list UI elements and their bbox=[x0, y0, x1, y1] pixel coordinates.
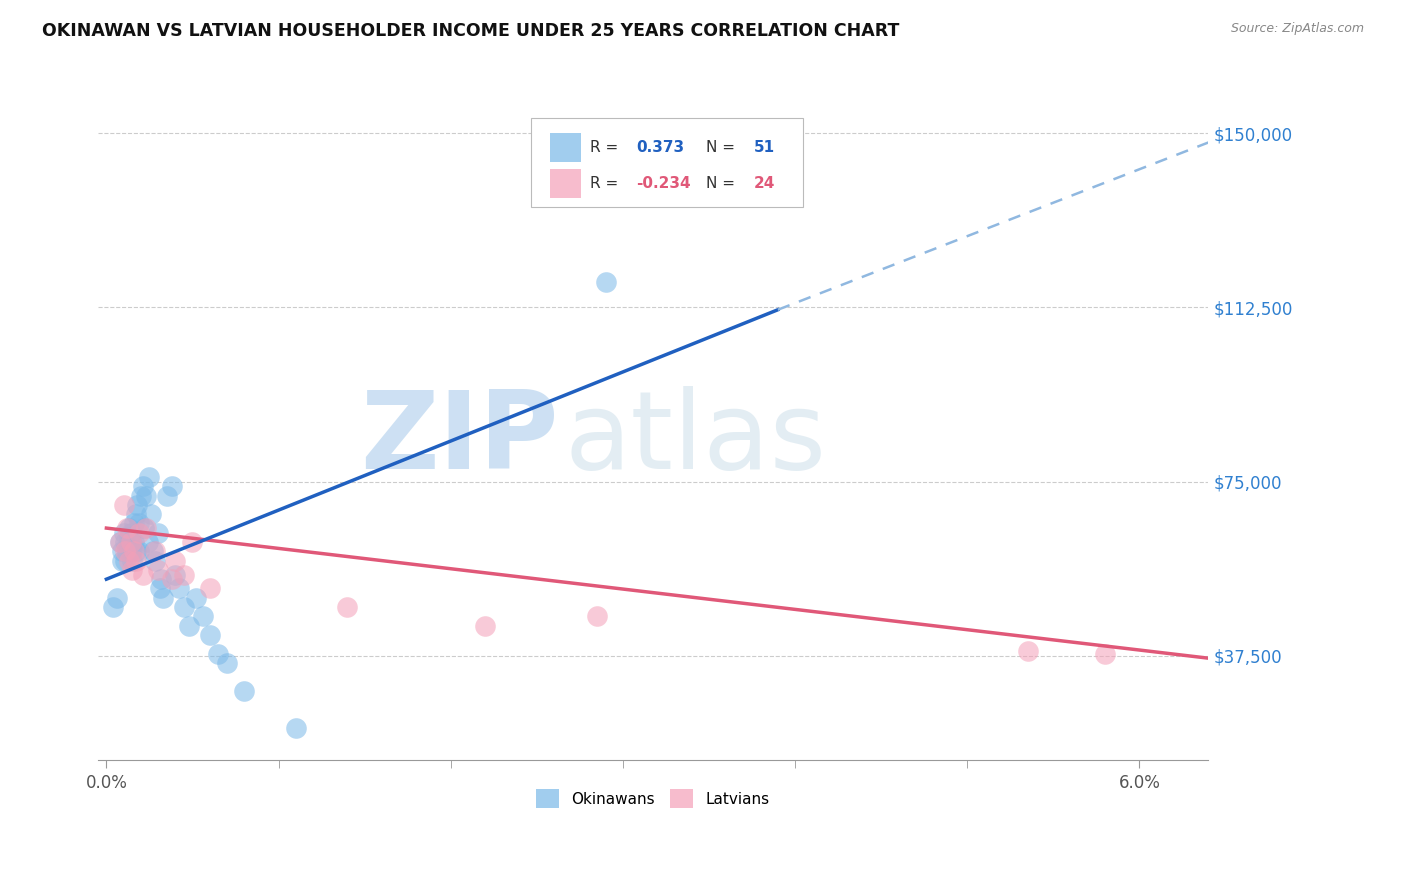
Point bbox=[143, 544, 166, 558]
Point bbox=[167, 582, 190, 596]
Point bbox=[114, 553, 136, 567]
Point bbox=[121, 544, 143, 558]
Bar bbox=[550, 134, 581, 162]
Point bbox=[198, 582, 221, 596]
Text: -0.234: -0.234 bbox=[637, 176, 690, 191]
Point bbox=[124, 507, 146, 521]
Point bbox=[146, 525, 169, 540]
Point bbox=[115, 544, 138, 558]
Point bbox=[120, 535, 142, 549]
Point bbox=[131, 567, 153, 582]
Point bbox=[150, 572, 173, 586]
Text: R =: R = bbox=[589, 176, 623, 191]
Point bbox=[198, 628, 221, 642]
Point bbox=[124, 544, 146, 558]
Text: R =: R = bbox=[589, 140, 623, 155]
Point bbox=[141, 507, 163, 521]
Point bbox=[131, 479, 153, 493]
Point bbox=[118, 540, 141, 554]
Point bbox=[284, 721, 307, 735]
Point bbox=[138, 470, 160, 484]
Point bbox=[128, 525, 150, 540]
Point bbox=[108, 535, 131, 549]
Point bbox=[135, 521, 157, 535]
Point bbox=[1094, 647, 1116, 661]
Point bbox=[128, 516, 150, 531]
Point bbox=[136, 535, 159, 549]
Point bbox=[142, 544, 165, 558]
Point bbox=[128, 544, 150, 558]
Point bbox=[122, 516, 145, 531]
Point bbox=[120, 535, 142, 549]
Point bbox=[114, 535, 136, 549]
Point bbox=[152, 591, 174, 605]
Point bbox=[112, 525, 135, 540]
Point bbox=[149, 582, 172, 596]
Point bbox=[191, 609, 214, 624]
Point bbox=[108, 535, 131, 549]
Point bbox=[143, 553, 166, 567]
Point bbox=[134, 521, 156, 535]
Point bbox=[111, 553, 134, 567]
Point bbox=[120, 525, 142, 540]
FancyBboxPatch shape bbox=[531, 119, 803, 207]
Text: N =: N = bbox=[706, 176, 740, 191]
Text: N =: N = bbox=[706, 140, 740, 155]
Point bbox=[160, 572, 183, 586]
Point bbox=[114, 544, 136, 558]
Point bbox=[173, 600, 195, 615]
Point bbox=[474, 618, 496, 632]
Point bbox=[129, 489, 152, 503]
Point bbox=[112, 498, 135, 512]
Point bbox=[121, 563, 143, 577]
Text: 24: 24 bbox=[754, 176, 776, 191]
Legend: Okinawans, Latvians: Okinawans, Latvians bbox=[530, 783, 776, 814]
Point bbox=[215, 656, 238, 670]
Point bbox=[127, 498, 149, 512]
Point bbox=[173, 567, 195, 582]
Text: OKINAWAN VS LATVIAN HOUSEHOLDER INCOME UNDER 25 YEARS CORRELATION CHART: OKINAWAN VS LATVIAN HOUSEHOLDER INCOME U… bbox=[42, 22, 900, 40]
Point bbox=[586, 609, 609, 624]
Point bbox=[122, 544, 145, 558]
Point bbox=[124, 553, 146, 567]
Point bbox=[177, 618, 200, 632]
Point bbox=[160, 479, 183, 493]
Point bbox=[165, 567, 187, 582]
Point bbox=[233, 683, 256, 698]
Point bbox=[122, 535, 145, 549]
Point bbox=[103, 600, 125, 615]
Text: ZIP: ZIP bbox=[360, 386, 558, 492]
Point bbox=[111, 544, 134, 558]
Point bbox=[184, 591, 207, 605]
Point bbox=[146, 563, 169, 577]
Text: Source: ZipAtlas.com: Source: ZipAtlas.com bbox=[1230, 22, 1364, 36]
Point bbox=[336, 600, 359, 615]
Point bbox=[207, 647, 229, 661]
Point bbox=[121, 553, 143, 567]
Point bbox=[135, 489, 157, 503]
Point bbox=[1017, 644, 1039, 658]
Point bbox=[118, 530, 141, 544]
Point bbox=[118, 553, 141, 567]
Text: atlas: atlas bbox=[564, 386, 827, 492]
Point bbox=[595, 275, 617, 289]
Point bbox=[120, 544, 142, 558]
Point bbox=[118, 521, 141, 535]
Text: 0.373: 0.373 bbox=[637, 140, 685, 155]
Point bbox=[156, 489, 179, 503]
Point bbox=[115, 521, 138, 535]
Point bbox=[181, 535, 204, 549]
Text: 51: 51 bbox=[754, 140, 775, 155]
Point bbox=[165, 553, 187, 567]
Point bbox=[105, 591, 128, 605]
Bar bbox=[550, 169, 581, 198]
